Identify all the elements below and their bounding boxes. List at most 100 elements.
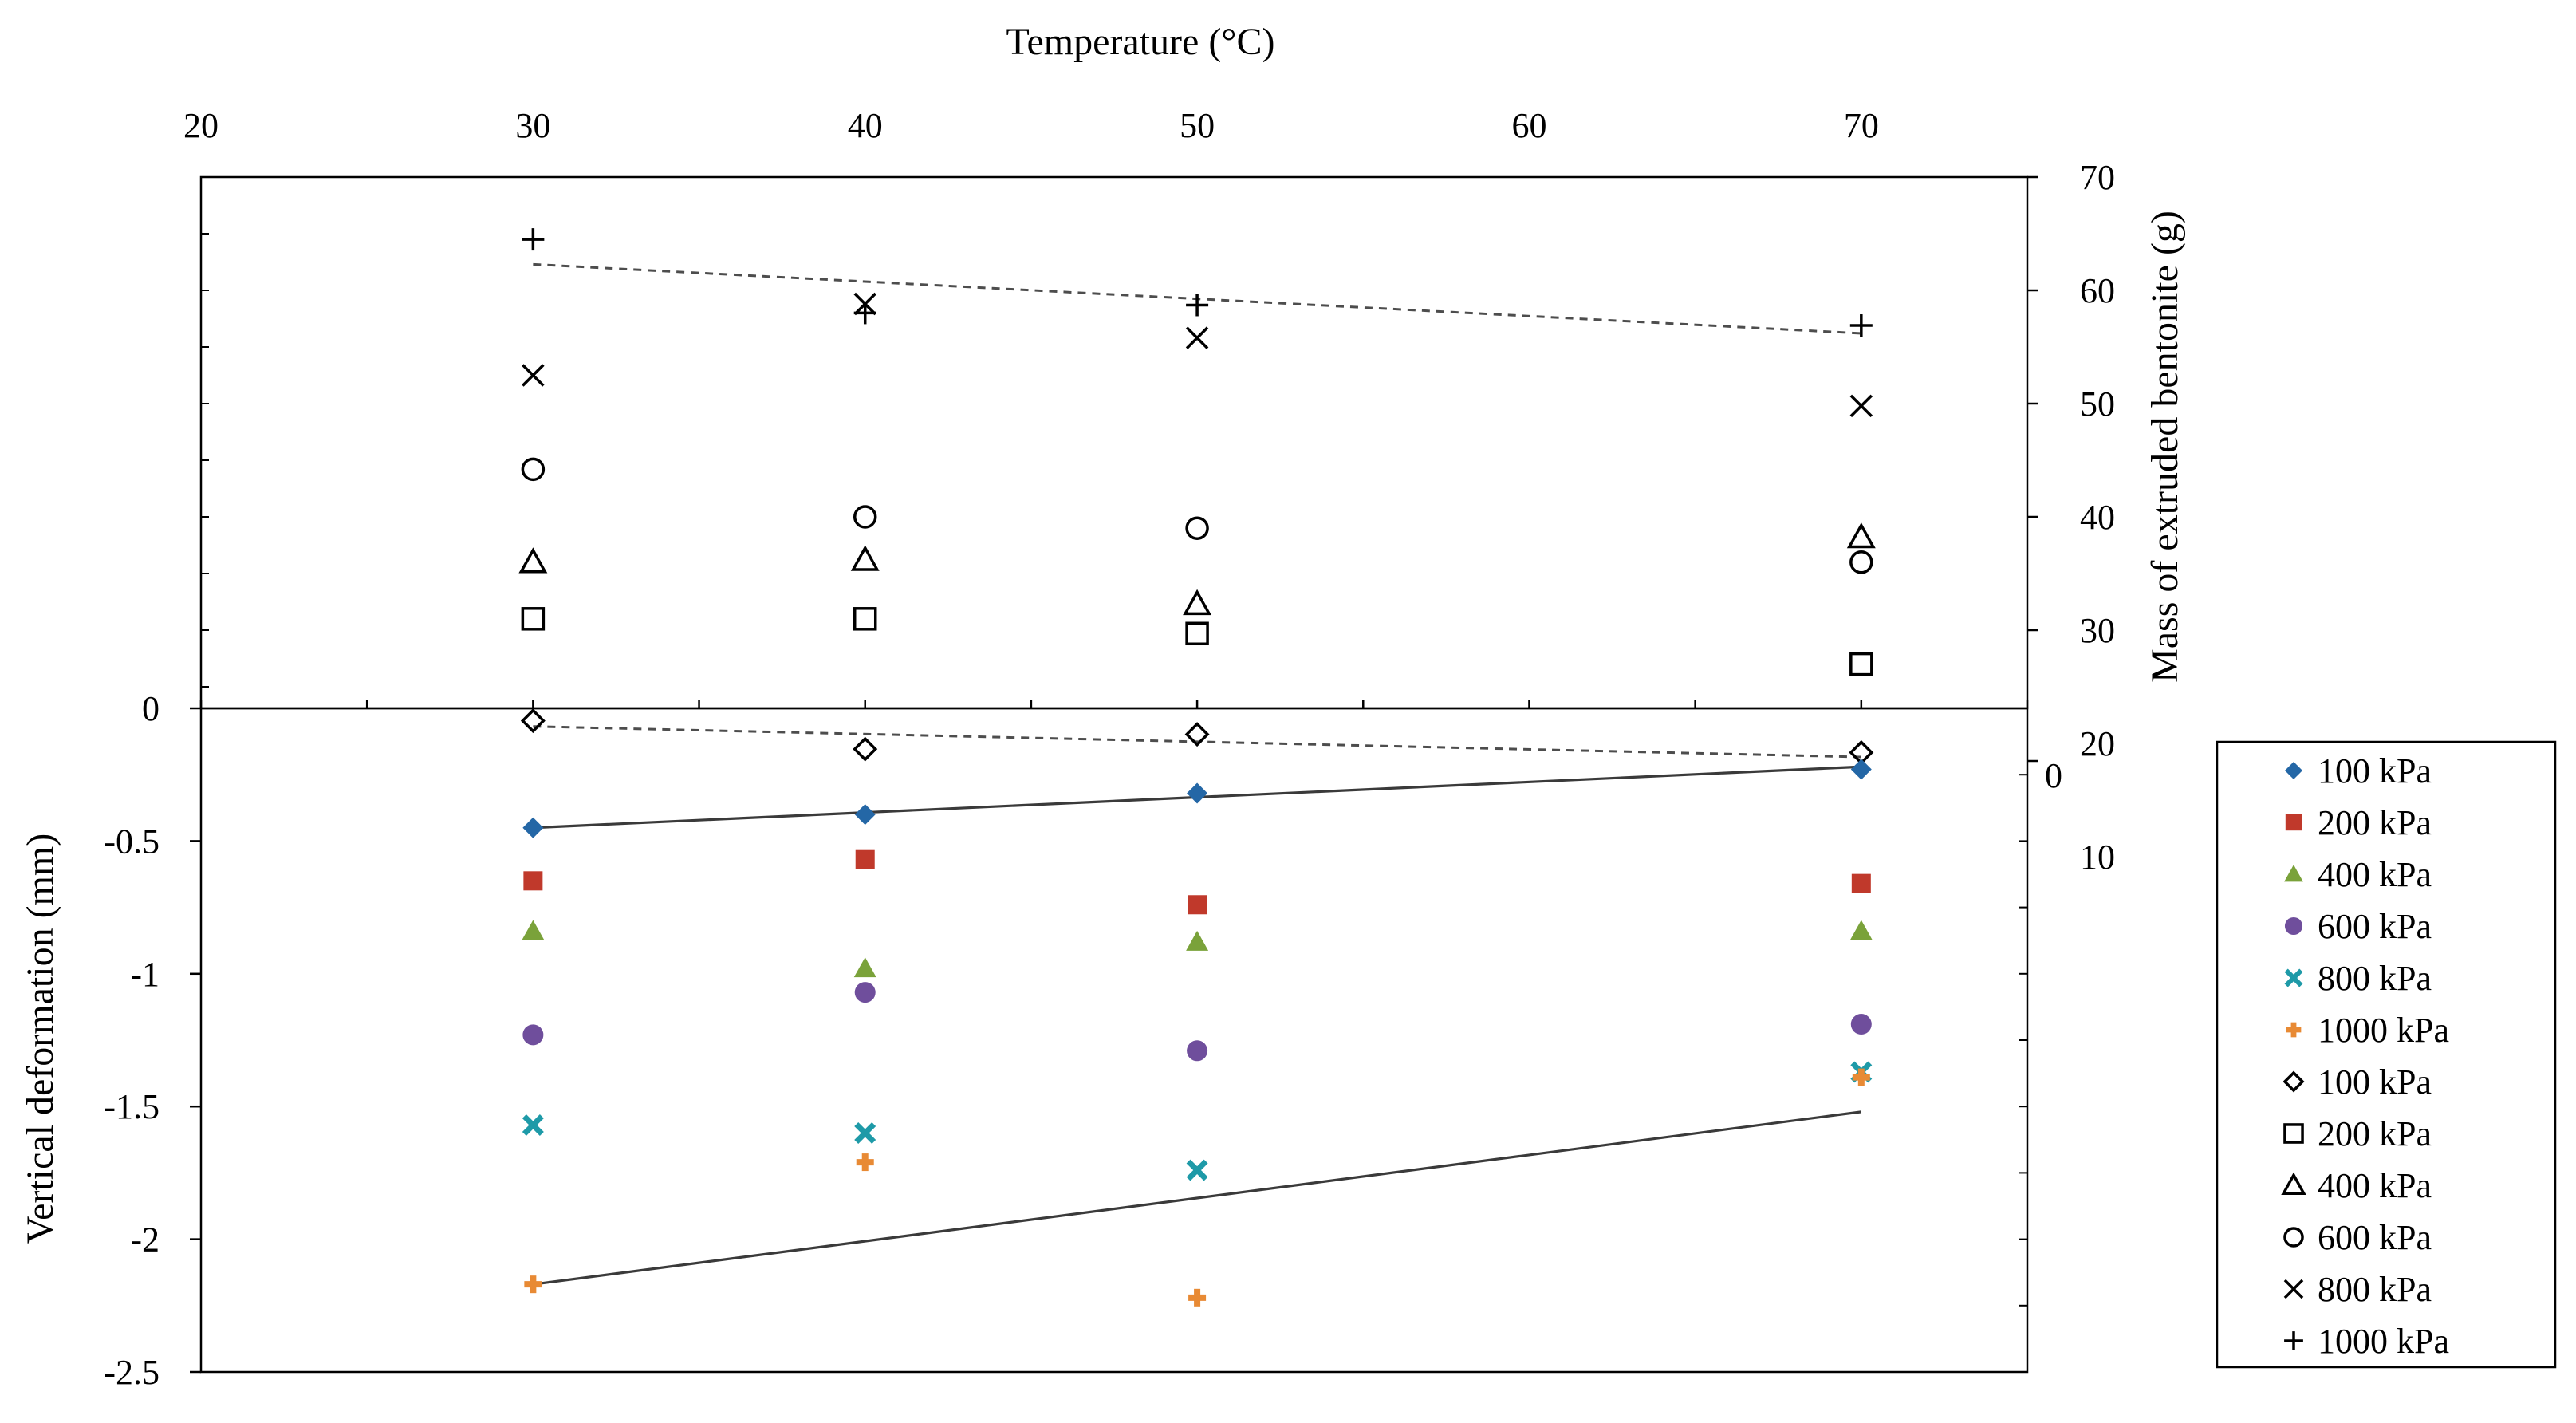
y-top-tick-label: 20 — [2080, 724, 2115, 763]
bottom-point-400-kpa — [1186, 930, 1209, 951]
data-points — [518, 228, 1876, 1307]
bottom-point-600-kpa — [1187, 1040, 1208, 1062]
bottom-point-1000-kpa — [524, 1275, 542, 1294]
legend-entry: 400 kPa — [2281, 1166, 2432, 1205]
y-top-tick-label: 60 — [2080, 271, 2115, 310]
top-point-100-kpa — [520, 708, 546, 734]
legend-label: 200 kPa — [2318, 803, 2432, 842]
legend-marker — [2284, 968, 2303, 987]
top-point-1000-kpa — [1849, 314, 1873, 337]
y-axis-title-mass: Mass of extruded bentonite (g) — [2144, 211, 2186, 683]
top-point-800-kpa — [522, 364, 545, 387]
y-bottom-tick-label: -1 — [130, 955, 160, 994]
legend-entry: 1000 kPa — [2284, 1322, 2449, 1361]
y-axis-title-deformation: Vertical deformation (mm) — [19, 834, 61, 1244]
bottom-point-100-kpa — [1850, 759, 1872, 780]
bottom-point-200-kpa — [1851, 873, 1871, 893]
top-point-200-kpa — [1185, 621, 1209, 646]
legend-entry: 200 kPa — [2283, 1114, 2432, 1153]
legend-label: 100 kPa — [2318, 1062, 2432, 1102]
legend-entry: 100 kPa — [2283, 1062, 2432, 1102]
y-bottom-tick-label: 0 — [142, 689, 160, 728]
top-point-400-kpa — [850, 545, 880, 571]
legend-marker — [2283, 1279, 2304, 1299]
legend-label: 400 kPa — [2318, 1166, 2432, 1205]
legend-label: 600 kPa — [2318, 907, 2432, 946]
top-point-1000-kpa — [853, 302, 876, 325]
legend-entry: 100 kPa — [2284, 751, 2432, 790]
bottom-point-800-kpa — [854, 1122, 876, 1144]
bottom-point-100-kpa — [854, 804, 876, 826]
bottom-point-200-kpa — [855, 849, 875, 869]
y-bottom-tick-label: -2 — [130, 1220, 160, 1259]
top-point-800-kpa — [1849, 394, 1873, 418]
legend-entry: 600 kPa — [2283, 1218, 2432, 1257]
bottom-point-400-kpa — [853, 957, 876, 978]
bottom-point-200-kpa — [1188, 895, 1207, 915]
y-top-tick-label: 50 — [2080, 384, 2115, 424]
legend-marker — [2284, 1331, 2303, 1350]
legend-label: 400 kPa — [2318, 855, 2432, 894]
y-bottom-tick-label: -0.5 — [104, 822, 160, 861]
y-axis-bottom-ticks: 0 -0.5 -1 -1.5 -2 -2.5 — [104, 689, 2027, 1392]
legend-label: 1000 kPa — [2318, 1011, 2449, 1050]
top-point-800-kpa — [1185, 326, 1209, 349]
legend-marker — [2281, 1172, 2306, 1195]
legend-marker — [2283, 1070, 2305, 1093]
top-point-1000-kpa — [522, 228, 545, 251]
top-point-600-kpa — [1185, 516, 1209, 540]
legend-marker — [2285, 814, 2302, 831]
bottom-point-400-kpa — [522, 920, 545, 940]
bottom-point-600-kpa — [522, 1024, 544, 1046]
legend-marker — [2283, 1227, 2304, 1248]
x-axis-title: Temperature (°C) — [1006, 21, 1274, 63]
top-point-200-kpa — [853, 607, 877, 631]
x-tick-label: 60 — [1511, 106, 1546, 145]
bottom-point-200-kpa — [523, 871, 543, 891]
x-tick-label: 70 — [1844, 106, 1879, 145]
bottom-point-800-kpa — [1186, 1159, 1208, 1181]
y-top-tick-label: 70 — [2080, 158, 2115, 197]
bottom-point-600-kpa — [1850, 1014, 1872, 1035]
top-point-400-kpa — [1183, 589, 1212, 616]
top-point-1000-kpa — [1186, 294, 1209, 317]
top-point-100-kpa — [853, 736, 878, 762]
top-point-200-kpa — [1849, 652, 1873, 676]
legend-entry: 800 kPa — [2283, 1270, 2432, 1309]
top-point-100-kpa — [1184, 722, 1210, 747]
legend-entry: 800 kPa — [2284, 959, 2432, 998]
y-right-zero-label: 0 — [2045, 756, 2062, 795]
top-point-600-kpa — [1849, 550, 1873, 574]
top-point-400-kpa — [518, 547, 548, 574]
bottom-point-400-kpa — [1849, 920, 1873, 940]
legend-label: 200 kPa — [2318, 1114, 2432, 1153]
y-top-tick-label: 40 — [2080, 498, 2115, 537]
legend-label: 800 kPa — [2318, 1270, 2432, 1309]
legend-entry: 600 kPa — [2284, 907, 2432, 946]
top-point-600-kpa — [853, 505, 877, 529]
legend-marker — [2283, 1123, 2304, 1144]
y-bottom-tick-label: -2.5 — [104, 1353, 160, 1392]
legend-entry: 1000 kPa — [2286, 1011, 2449, 1050]
top-point-400-kpa — [1846, 522, 1876, 549]
legend-marker — [2284, 916, 2303, 936]
legend-box — [2216, 740, 2557, 1369]
legend-label: 100 kPa — [2318, 751, 2432, 790]
legend-label: 600 kPa — [2318, 1218, 2432, 1257]
bottom-point-1000-kpa — [856, 1153, 874, 1172]
y-bottom-tick-label: -1.5 — [104, 1087, 160, 1126]
y-top-tick-label: 30 — [2080, 611, 2115, 650]
legend-label: 1000 kPa — [2318, 1322, 2449, 1361]
legend-marker — [2284, 761, 2303, 780]
bottom-point-1000-kpa — [1852, 1068, 1870, 1086]
x-tick-label: 30 — [515, 106, 550, 145]
bottom-point-1000-kpa — [1188, 1288, 1207, 1307]
top-point-600-kpa — [521, 457, 546, 482]
x-axis-ticks: 20 30 40 50 60 70 — [183, 106, 2029, 708]
legend-label: 800 kPa — [2318, 959, 2432, 998]
x-tick-label: 50 — [1180, 106, 1215, 145]
y-axis-top-ticks: 10 20 30 40 50 60 70 0 — [201, 158, 2115, 877]
bottom-point-100-kpa — [1187, 782, 1208, 804]
